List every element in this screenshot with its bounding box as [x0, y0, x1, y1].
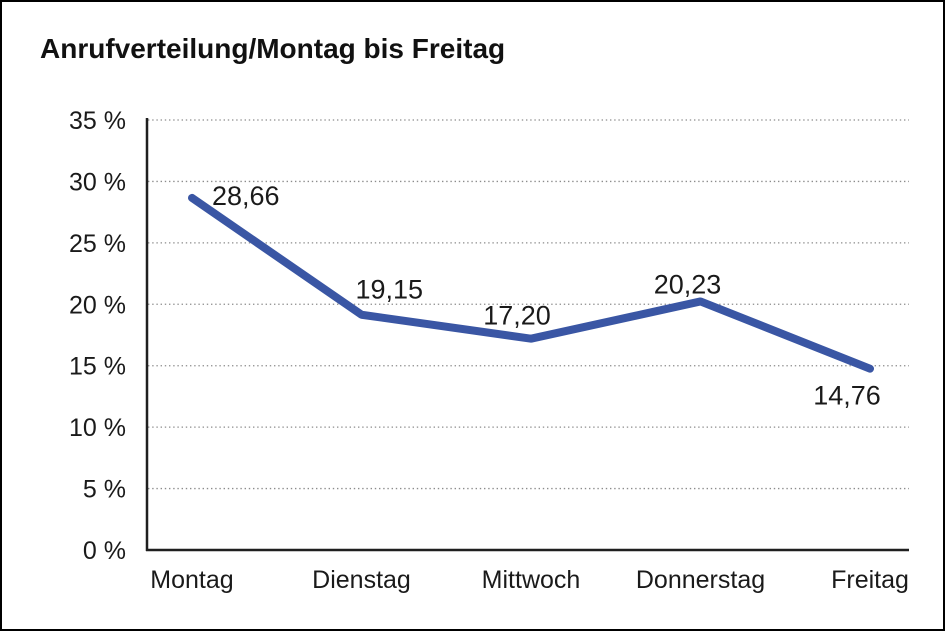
- y-tick-label: 20 %: [69, 291, 126, 319]
- y-tick-label: 15 %: [69, 353, 126, 381]
- y-tick-label: 35 %: [69, 107, 126, 135]
- series-line: [188, 193, 874, 373]
- y-tick-label: 25 %: [69, 230, 126, 258]
- x-tick-label: Mittwoch: [482, 566, 581, 594]
- data-label: 20,23: [654, 269, 722, 299]
- x-tick-label: Dienstag: [312, 566, 411, 594]
- y-tick-label: 0 %: [83, 537, 126, 565]
- x-tick-label: Donnerstag: [636, 566, 765, 594]
- y-tick-label: 10 %: [69, 414, 126, 442]
- chart-title: Anrufverteilung/Montag bis Freitag: [40, 33, 506, 64]
- x-tick-label: Freitag: [831, 566, 909, 594]
- data-label: 17,20: [483, 301, 551, 331]
- y-tick-label: 30 %: [69, 168, 126, 196]
- data-label: 19,15: [356, 275, 424, 305]
- y-tick-label: 5 %: [83, 476, 126, 504]
- x-tick-label: Montag: [150, 566, 233, 594]
- data-label: 28,66: [212, 181, 280, 211]
- data-label: 14,76: [813, 381, 881, 411]
